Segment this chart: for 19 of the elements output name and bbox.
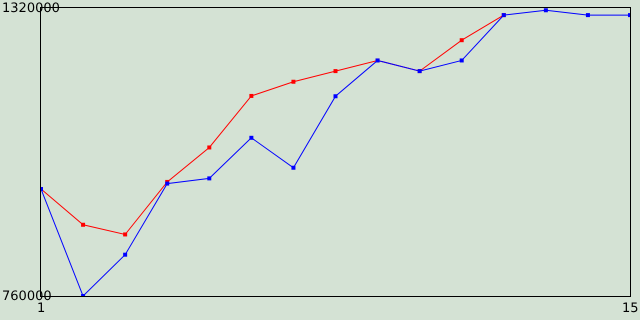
- point: [249, 94, 254, 98]
- point: [207, 145, 212, 150]
- point: [291, 166, 296, 170]
- point: [249, 136, 254, 140]
- y-tick-label: 760000: [2, 289, 52, 304]
- point: [544, 8, 548, 12]
- point: [334, 69, 338, 74]
- y-tick-label: 1320000: [2, 1, 60, 16]
- point: [334, 94, 338, 98]
- x-tick-label: 1: [37, 301, 46, 316]
- point: [586, 13, 590, 18]
- point: [81, 222, 86, 227]
- point: [460, 38, 464, 42]
- point: [460, 58, 464, 62]
- point: [207, 176, 212, 180]
- point: [123, 232, 128, 236]
- x-tick-label: 15: [622, 301, 639, 316]
- point: [123, 252, 128, 257]
- point: [291, 80, 296, 84]
